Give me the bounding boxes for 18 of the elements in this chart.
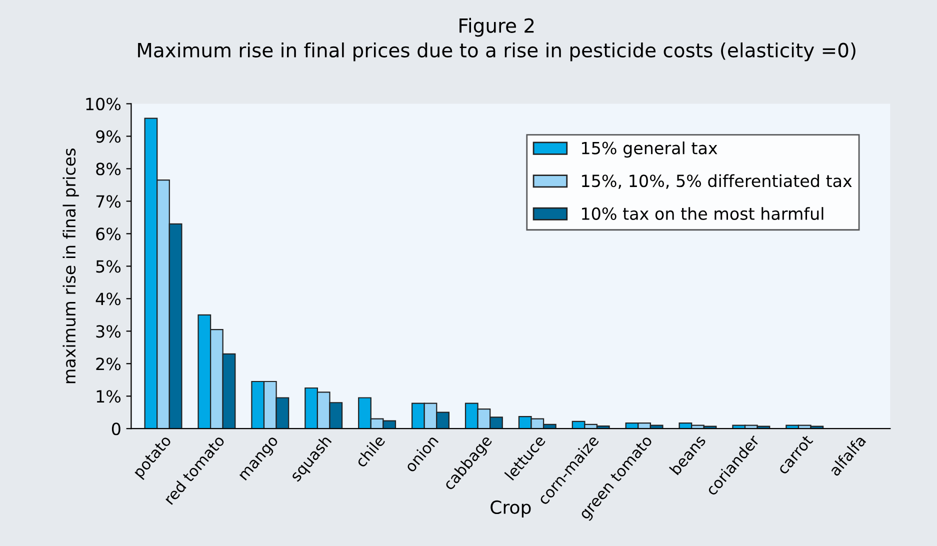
y-tick-label: 8% — [96, 162, 121, 176]
legend-label: 15% general tax — [582, 141, 718, 158]
chart-subtitle: Maximum rise in final prices due to a rise in pesticide costs (elasticity =0) — [138, 42, 856, 62]
y-tick-label: 6% — [96, 228, 121, 240]
y-tick-label: 10% — [86, 98, 121, 110]
chart-title: Figure 2 — [460, 18, 534, 37]
x-axis-title: Crop — [490, 500, 531, 518]
legend-label: 10% tax on the most harmful — [582, 207, 824, 220]
y-tick-label: 5% — [96, 260, 121, 273]
y-tick-label: 2% — [96, 358, 121, 370]
legend-label: 15%, 10%, 5% differentiated tax — [582, 174, 852, 189]
y-axis-title: maximum rise in final prices — [62, 148, 79, 384]
y-tick-label: 3% — [96, 325, 121, 338]
y-tick-label: 0 — [112, 422, 120, 436]
y-tick-label: 9% — [96, 130, 121, 143]
y-tick-label: 7% — [96, 195, 121, 208]
y-tick-label: 1% — [96, 390, 121, 403]
y-tick-label: 4% — [96, 292, 121, 306]
